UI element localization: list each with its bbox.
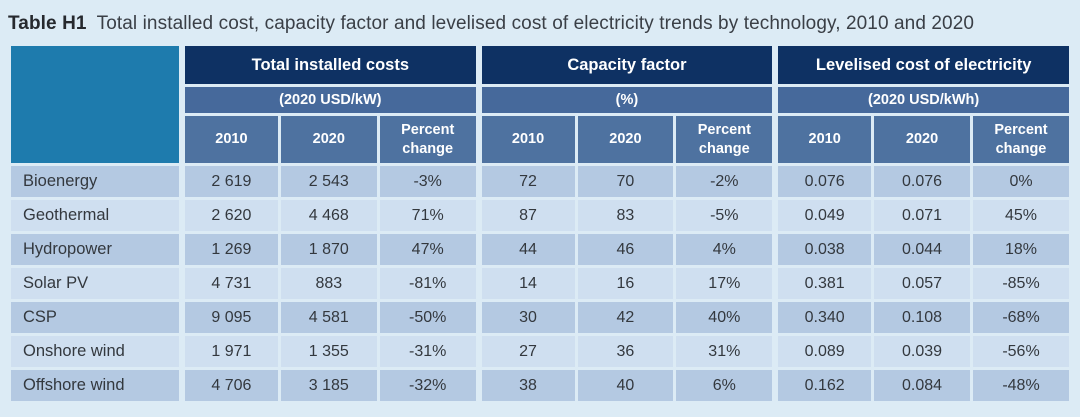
table-cell: 31% [676, 336, 773, 367]
group-header-capacity-factor: Capacity factor [478, 46, 773, 84]
table-cell: 46 [577, 234, 674, 265]
unit-total-installed-costs: (2020 USD/kW) [182, 87, 476, 113]
table-cell: 0.071 [874, 200, 970, 231]
table-cell: 4 468 [280, 200, 377, 231]
table-cell: 38 [478, 370, 575, 401]
table-cell: 1 870 [280, 234, 377, 265]
table-row-hydropower: Hydropower 1 269 1 870 47% 44 46 4% 0.03… [11, 234, 1069, 265]
table-cell: 4 706 [182, 370, 278, 401]
table-row-offshore-wind: Offshore wind 4 706 3 185 -32% 38 40 6% … [11, 370, 1069, 401]
table-cell: 2 619 [182, 166, 278, 197]
table-title: Table H1 Total installed cost, capacity f… [8, 7, 1072, 41]
subheader-lcoe-percent-change: Percent change [973, 116, 1069, 163]
table-cell: 0.044 [874, 234, 970, 265]
table-cell: 0.340 [775, 302, 872, 333]
subheader-lcoe-2020: 2020 [874, 116, 970, 163]
table-cell: 1 971 [182, 336, 278, 367]
table-cell: 72 [478, 166, 575, 197]
table-cell: 40 [577, 370, 674, 401]
table-cell: 2 543 [280, 166, 377, 197]
table-title-text: Total installed cost, capacity factor an… [96, 13, 975, 34]
table-cell: -85% [973, 268, 1069, 299]
table-cell: 71% [379, 200, 476, 231]
table-cell: 0% [973, 166, 1069, 197]
table-cell: 42 [577, 302, 674, 333]
subheader-cf-percent-change: Percent change [676, 116, 773, 163]
table-cell: 0.089 [775, 336, 872, 367]
row-label: Bioenergy [11, 166, 179, 197]
table-cell: 4 731 [182, 268, 278, 299]
table-cell: -68% [973, 302, 1069, 333]
table-row-csp: CSP 9 095 4 581 -50% 30 42 40% 0.340 0.1… [11, 302, 1069, 333]
table-cell: 27 [478, 336, 575, 367]
table-cell: 83 [577, 200, 674, 231]
table-cell: 87 [478, 200, 575, 231]
table-cell: -3% [379, 166, 476, 197]
table-cell: 0.039 [874, 336, 970, 367]
table-cell: 44 [478, 234, 575, 265]
table-cell: -48% [973, 370, 1069, 401]
table-cell: 70 [577, 166, 674, 197]
table-cell: 0.108 [874, 302, 970, 333]
row-label: Offshore wind [11, 370, 179, 401]
table-cell: 0.084 [874, 370, 970, 401]
table-cell: 883 [280, 268, 377, 299]
table-cell: 0.381 [775, 268, 872, 299]
table-cell: -56% [973, 336, 1069, 367]
unit-capacity-factor: (%) [478, 87, 773, 113]
table-cell: 6% [676, 370, 773, 401]
subheader-cf-2010: 2010 [478, 116, 575, 163]
table-cell: 36 [577, 336, 674, 367]
table-cell: 1 355 [280, 336, 377, 367]
table-cell: 17% [676, 268, 773, 299]
row-label: Geothermal [11, 200, 179, 231]
table-cell: 9 095 [182, 302, 278, 333]
row-label: Solar PV [11, 268, 179, 299]
table-cell: 3 185 [280, 370, 377, 401]
table-cell: 45% [973, 200, 1069, 231]
table-cell: 4 581 [280, 302, 377, 333]
table-cell: -50% [379, 302, 476, 333]
group-header-levelised-cost: Levelised cost of electricity [775, 46, 1069, 84]
table-cell: -81% [379, 268, 476, 299]
table-cell: -31% [379, 336, 476, 367]
table-cell: 1 269 [182, 234, 278, 265]
row-label: CSP [11, 302, 179, 333]
table-cell: 2 620 [182, 200, 278, 231]
table-cell: 16 [577, 268, 674, 299]
table-cell: 0.162 [775, 370, 872, 401]
group-header-total-installed-costs: Total installed costs [182, 46, 476, 84]
unit-levelised-cost: (2020 USD/kWh) [775, 87, 1069, 113]
table-cell: 30 [478, 302, 575, 333]
row-label: Hydropower [11, 234, 179, 265]
table-cell: 4% [676, 234, 773, 265]
table-cell: -5% [676, 200, 773, 231]
table-row-bioenergy: Bioenergy 2 619 2 543 -3% 72 70 -2% 0.07… [11, 166, 1069, 197]
table-row-onshore-wind: Onshore wind 1 971 1 355 -31% 27 36 31% … [11, 336, 1069, 367]
table-cell: -2% [676, 166, 773, 197]
table-cell: -32% [379, 370, 476, 401]
table-row-geothermal: Geothermal 2 620 4 468 71% 87 83 -5% 0.0… [11, 200, 1069, 231]
subheader-tic-2010: 2010 [182, 116, 278, 163]
data-table: Total installed costs Capacity factor Le… [8, 43, 1072, 404]
subheader-lcoe-2010: 2010 [775, 116, 872, 163]
table-cell: 0.057 [874, 268, 970, 299]
table-cell: 40% [676, 302, 773, 333]
table-title-label: Table H1 [8, 13, 87, 34]
table-cell: 0.076 [874, 166, 970, 197]
table-cell: 0.038 [775, 234, 872, 265]
table-cell: 0.049 [775, 200, 872, 231]
table-row-solar-pv: Solar PV 4 731 883 -81% 14 16 17% 0.381 … [11, 268, 1069, 299]
subheader-cf-2020: 2020 [577, 116, 674, 163]
subheader-tic-percent-change: Percent change [379, 116, 476, 163]
table-cell: 18% [973, 234, 1069, 265]
table-cell: 47% [379, 234, 476, 265]
row-label: Onshore wind [11, 336, 179, 367]
subheader-tic-2020: 2020 [280, 116, 377, 163]
table-cell: 14 [478, 268, 575, 299]
corner-cell [11, 46, 179, 163]
table-cell: 0.076 [775, 166, 872, 197]
